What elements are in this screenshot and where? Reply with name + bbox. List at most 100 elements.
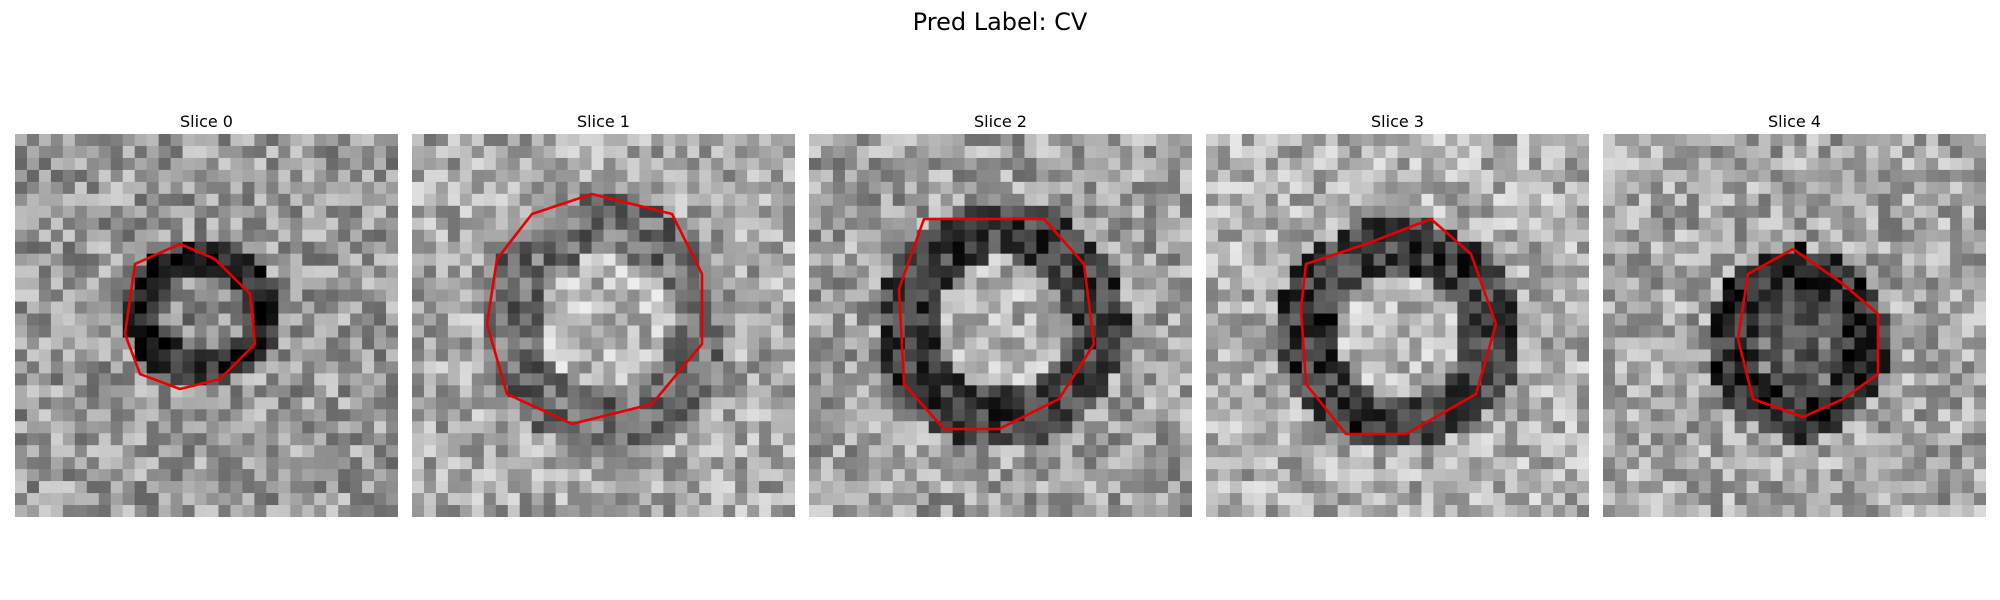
pixel-cell xyxy=(964,193,978,207)
pixel-cell xyxy=(687,265,700,279)
pixel-cell xyxy=(1289,241,1303,255)
pixel-cell xyxy=(447,253,461,267)
pixel-cell xyxy=(1806,421,1819,434)
pixel-cell xyxy=(170,349,184,362)
pixel-cell xyxy=(74,193,88,207)
pixel-cell xyxy=(50,469,64,482)
pixel-cell xyxy=(206,505,219,517)
pixel-cell xyxy=(1878,313,1891,326)
pixel-cell xyxy=(1313,445,1327,458)
pixel-cell xyxy=(940,409,954,422)
pixel-cell xyxy=(1505,301,1518,315)
pixel-cell xyxy=(98,253,112,267)
pixel-cell xyxy=(1156,433,1169,446)
pixel-cell xyxy=(374,157,387,171)
pixel-cell xyxy=(1253,481,1267,494)
pixel-cell xyxy=(374,469,387,482)
pixel-cell xyxy=(62,457,76,470)
pixel-cell xyxy=(1469,337,1482,350)
pixel-cell xyxy=(1962,361,1975,374)
pixel-cell xyxy=(699,145,712,159)
pixel-cell xyxy=(1421,229,1434,243)
pixel-cell xyxy=(1000,229,1013,243)
pixel-cell xyxy=(699,253,712,267)
pixel-cell xyxy=(1024,145,1037,159)
pixel-cell xyxy=(868,505,882,517)
pixel-cell xyxy=(555,433,569,446)
pixel-cell xyxy=(290,481,303,494)
pixel-cell xyxy=(1529,505,1542,517)
pixel-cell xyxy=(976,457,990,470)
pixel-cell xyxy=(26,373,40,386)
pixel-cell xyxy=(314,157,327,171)
pixel-cell xyxy=(1902,289,1915,303)
pixel-cell xyxy=(62,289,76,303)
pixel-cell xyxy=(809,493,822,506)
pixel-cell xyxy=(1168,217,1181,231)
pixel-cell xyxy=(964,397,978,410)
pixel-cell xyxy=(1650,253,1664,267)
pixel-cell xyxy=(1229,205,1243,219)
pixel-cell xyxy=(615,253,628,267)
pixel-cell xyxy=(1902,373,1915,386)
pixel-cell xyxy=(663,445,676,458)
pixel-cell xyxy=(1638,134,1652,147)
pixel-cell xyxy=(302,229,315,243)
pixel-cell xyxy=(1132,289,1145,303)
pixel-cell xyxy=(735,169,748,183)
pixel-cell xyxy=(723,157,736,171)
pixel-cell xyxy=(1806,445,1819,458)
pixel-cell xyxy=(675,481,688,494)
pixel-cell xyxy=(1662,349,1676,362)
pixel-cell xyxy=(1734,445,1748,458)
pixel-cell xyxy=(880,385,894,398)
pixel-cell xyxy=(62,253,76,267)
pixel-cell xyxy=(747,169,760,183)
pixel-cell xyxy=(110,277,124,291)
pixel-cell xyxy=(952,301,966,315)
pixel-cell xyxy=(1553,409,1566,422)
pixel-cell xyxy=(1806,289,1819,303)
pixel-cell xyxy=(928,325,942,338)
pixel-cell xyxy=(591,397,604,410)
pixel-cell xyxy=(1830,169,1843,183)
pixel-cell xyxy=(687,134,700,147)
pixel-cell xyxy=(1902,241,1915,255)
pixel-cell xyxy=(242,277,255,291)
pixel-cell xyxy=(711,493,724,506)
pixel-cell xyxy=(1662,289,1676,303)
pixel-cell xyxy=(1577,481,1589,494)
pixel-cell xyxy=(326,169,339,183)
pixel-cell xyxy=(1517,457,1530,470)
pixel-cell xyxy=(290,505,303,517)
pixel-cell xyxy=(1565,313,1578,326)
pixel-cell xyxy=(809,397,822,410)
pixel-cell xyxy=(711,373,724,386)
pixel-cell xyxy=(1878,325,1891,338)
pixel-cell xyxy=(1445,289,1458,303)
pixel-cell xyxy=(1253,181,1267,195)
pixel-cell xyxy=(1421,493,1434,506)
pixel-cell xyxy=(1000,181,1013,195)
pixel-cell xyxy=(1168,289,1181,303)
pixel-cell xyxy=(735,301,748,315)
pixel-cell xyxy=(1926,433,1939,446)
pixel-cell xyxy=(206,229,219,243)
pixel-cell xyxy=(134,409,148,422)
pixel-cell xyxy=(916,301,930,315)
pixel-cell xyxy=(916,169,930,183)
pixel-cell xyxy=(278,421,291,434)
pixel-cell xyxy=(1698,145,1712,159)
pixel-cell xyxy=(1132,433,1145,446)
pixel-cell xyxy=(1481,493,1494,506)
pixel-cell xyxy=(868,277,882,291)
pixel-cell xyxy=(555,337,569,350)
pixel-cell xyxy=(1241,241,1255,255)
pixel-cell xyxy=(1385,289,1398,303)
pixel-cell xyxy=(386,469,398,482)
pixel-cell xyxy=(1481,397,1494,410)
pixel-cell xyxy=(1746,169,1760,183)
pixel-cell xyxy=(1469,361,1482,374)
pixel-cell xyxy=(1361,205,1375,219)
pixel-cell xyxy=(350,157,363,171)
